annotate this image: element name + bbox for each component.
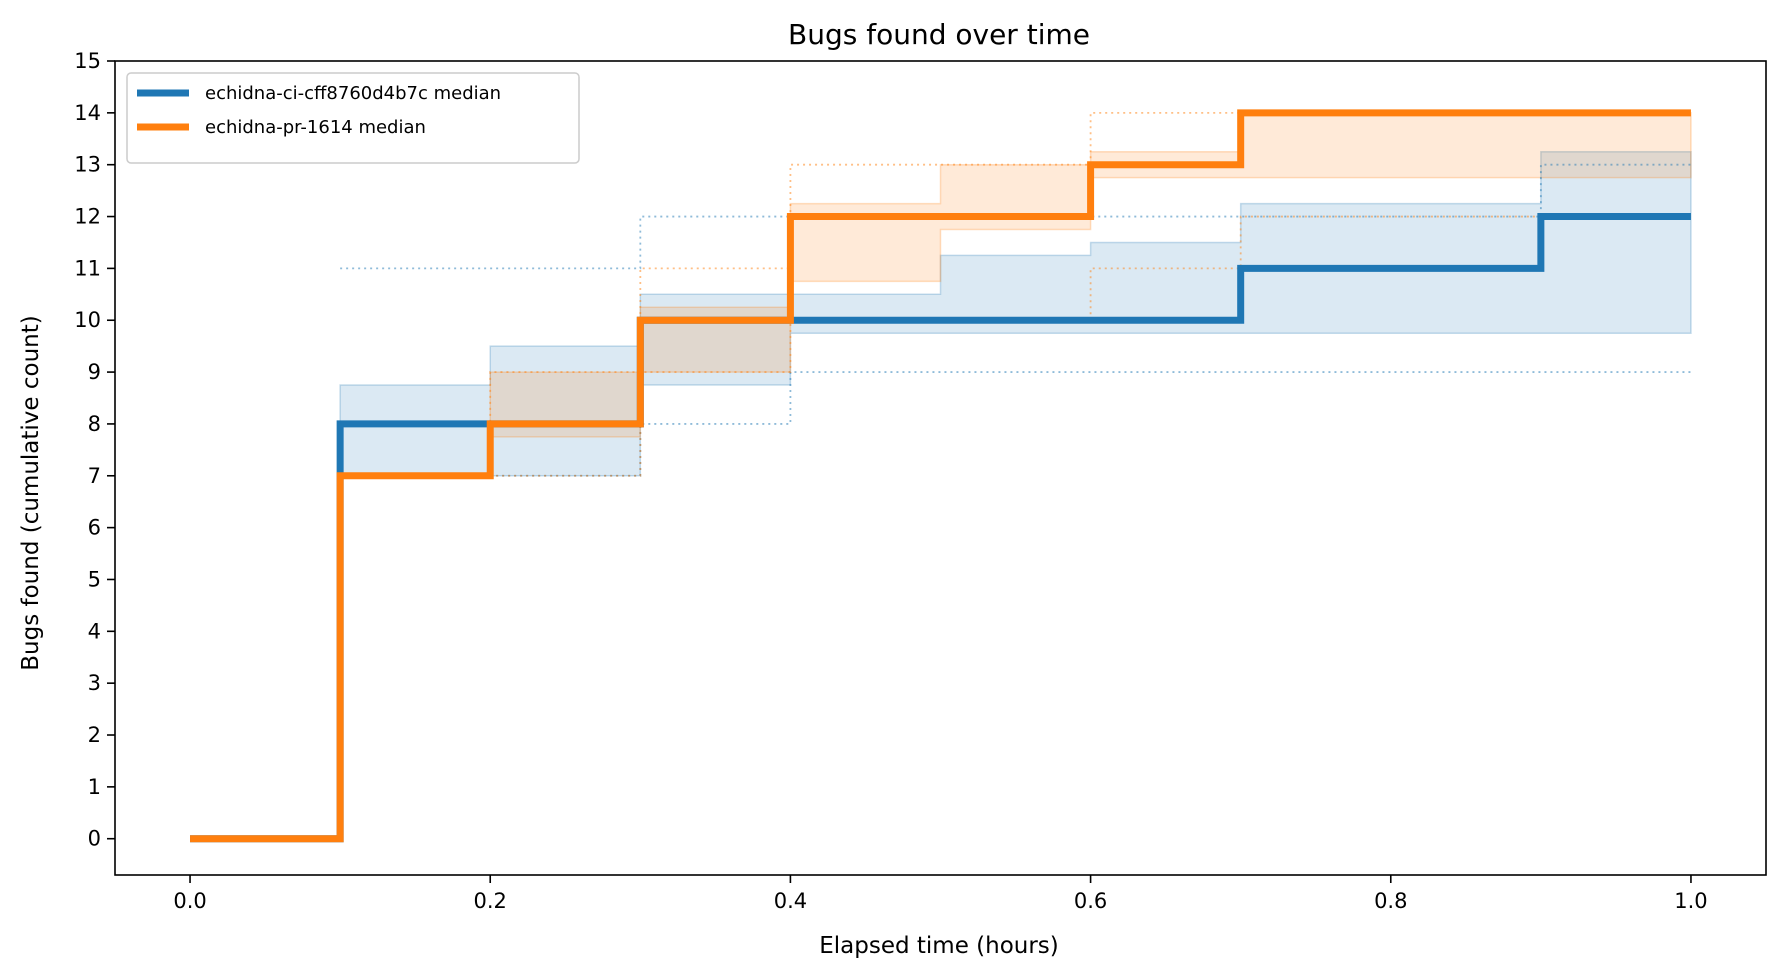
x-tick-label: 0.2 <box>474 889 507 913</box>
y-tick-label: 11 <box>74 256 101 280</box>
y-tick-label: 2 <box>88 723 101 747</box>
legend-label: echidna-ci-cff8760d4b7c median <box>205 83 501 104</box>
y-tick-label: 5 <box>88 567 101 591</box>
y-tick-label: 4 <box>88 619 101 643</box>
series-min-line-1 <box>340 215 1691 477</box>
y-tick-label: 13 <box>74 153 101 177</box>
y-tick-label: 0 <box>88 827 101 851</box>
series-band-0 <box>339 150 1692 477</box>
y-tick-label: 1 <box>88 775 101 799</box>
y-tick-label: 7 <box>88 464 101 488</box>
y-tick-label: 3 <box>88 671 101 695</box>
legend-label: echidna-pr-1614 median <box>205 117 426 138</box>
plot-area <box>190 109 1692 843</box>
y-tick-label: 6 <box>88 516 101 540</box>
legend-box <box>126 72 580 164</box>
y-tick-label: 8 <box>88 412 101 436</box>
y-tick-label: 15 <box>74 49 101 73</box>
x-tick-label: 1.0 <box>1674 889 1707 913</box>
x-tick-label: 0.0 <box>173 889 206 913</box>
y-tick-label: 14 <box>74 101 101 125</box>
y-axis-label: Bugs found (cumulative count) <box>18 315 44 671</box>
y-tick-label: 9 <box>88 360 101 384</box>
y-tick-label: 10 <box>74 308 101 332</box>
chart-title: Bugs found over time <box>788 18 1090 51</box>
series-median-line-1 <box>190 109 1691 843</box>
x-tick-label: 0.8 <box>1374 889 1407 913</box>
x-tick-label: 0.6 <box>1074 889 1107 913</box>
legend: echidna-ci-cff8760d4b7c median echidna-pr… <box>126 72 580 164</box>
series-median-line-0 <box>190 213 1691 843</box>
x-tick-label: 0.4 <box>774 889 807 913</box>
axes-frame <box>114 60 1767 876</box>
x-axis-label: Elapsed time (hours) <box>819 933 1059 959</box>
y-tick-label: 12 <box>74 205 101 229</box>
